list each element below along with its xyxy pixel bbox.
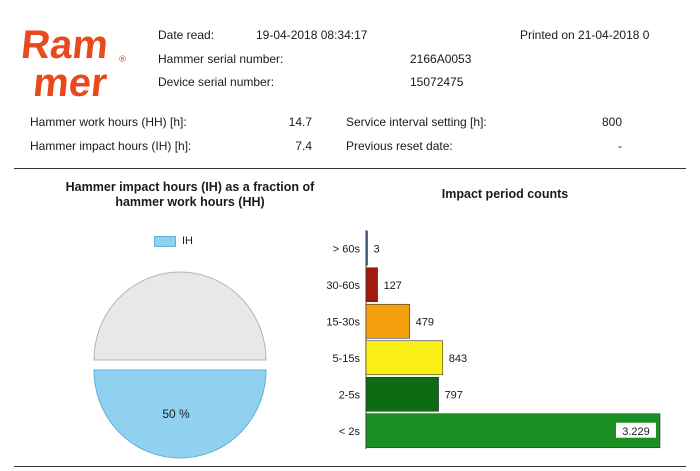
legend-label-ih: IH <box>182 235 193 247</box>
pie-slice-ih <box>93 369 267 459</box>
pie-slice-remainder <box>93 271 267 361</box>
date-read-value: 19-04-2018 08:34:17 <box>256 28 368 42</box>
pie-chart-title-line2: hammer work hours (HH) <box>115 195 265 209</box>
bar-value-label: 3 <box>374 243 380 255</box>
bar-4 <box>365 376 439 412</box>
pie-chart-title-line1: Hammer impact hours (IH) as a fraction o… <box>65 180 315 194</box>
impact-hours-value: 7.4 <box>295 139 312 153</box>
bar-3 <box>365 340 444 376</box>
bar-chart-title: Impact period counts <box>441 187 569 201</box>
pie-slice-ih-label: 50 % <box>162 407 190 421</box>
bar-category-label: 2-5s <box>339 389 361 401</box>
device-serial-value: 15072475 <box>410 75 464 89</box>
bar-value-label: 127 <box>384 280 402 292</box>
rammer-logo: Ram mer ® <box>22 23 127 100</box>
bar-category-label: > 60s <box>333 243 361 255</box>
hammer-serial-label: Hammer serial number: <box>158 52 284 66</box>
bar-value-label: 843 <box>449 353 467 365</box>
service-interval-label: Service interval setting [h]: <box>346 115 487 129</box>
bar-1 <box>365 267 378 303</box>
impact-hours-label: Hammer impact hours (IH) [h]: <box>30 139 192 153</box>
bar-category-label: 15-30s <box>326 316 360 328</box>
bar-category-label: < 2s <box>339 426 361 438</box>
previous-reset-label: Previous reset date: <box>346 139 453 153</box>
bar-category-label: 5-15s <box>332 353 360 365</box>
printed-on-text: Printed on 21-04-2018 0 <box>520 28 650 42</box>
hammer-serial-value: 2166A0053 <box>410 52 472 66</box>
section-divider <box>14 168 686 169</box>
bar-category-label: 30-60s <box>326 280 360 292</box>
bar-2 <box>365 303 410 339</box>
bar-value-label-bg <box>616 422 656 438</box>
logo-registered-mark: ® <box>118 55 127 65</box>
bar-value-label: 3.229 <box>622 426 650 438</box>
bar-5 <box>365 413 661 449</box>
bar-chart: > 60s 3 30-60s 127 15-30s 479 5-15s 843 2-5s 797 <… <box>326 230 661 449</box>
pie-chart: 50 % <box>93 271 267 459</box>
work-hours-value: 14.7 <box>288 115 312 129</box>
bar-0 <box>365 230 368 266</box>
service-interval-value: 800 <box>601 115 622 129</box>
bar-value-label: 797 <box>445 389 463 401</box>
previous-reset-value: - <box>618 139 622 153</box>
logo-text-line2: mer <box>31 61 109 100</box>
date-read-label: Date read: <box>158 28 215 42</box>
logo-text-line1: Ram <box>22 23 110 67</box>
legend-swatch-ih <box>154 236 176 247</box>
bar-value-label: 479 <box>416 316 434 328</box>
device-serial-label: Device serial number: <box>158 75 275 89</box>
work-hours-label: Hammer work hours (HH) [h]: <box>30 115 187 129</box>
bottom-divider <box>14 466 686 467</box>
